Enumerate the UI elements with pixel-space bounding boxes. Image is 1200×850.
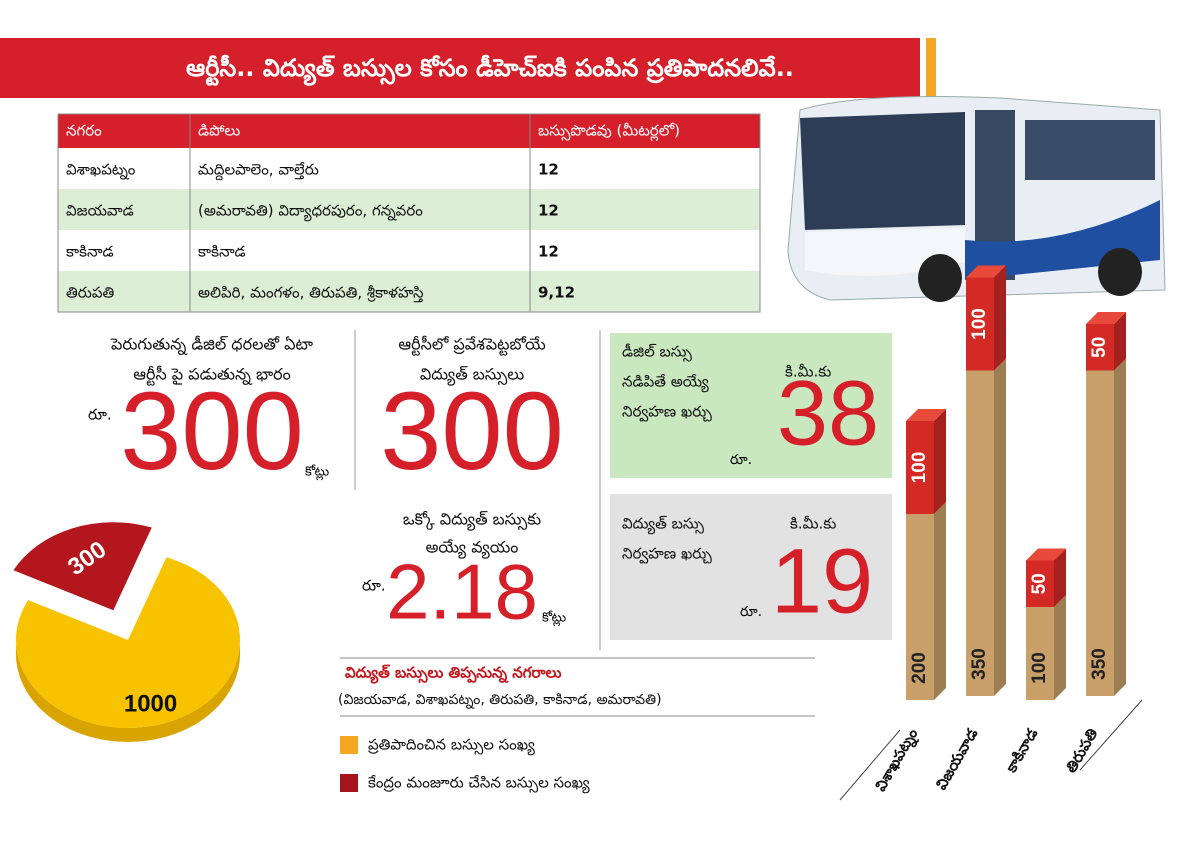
pie-slice xyxy=(13,522,152,611)
bar-side xyxy=(934,409,946,514)
bar-side xyxy=(1054,548,1066,607)
stat-unit: కోట్లు xyxy=(542,610,567,627)
cities-title: విద్యుత్ బస్సులు తిప్పనున్న నగరాలు xyxy=(345,664,561,685)
bar-side xyxy=(1114,358,1126,696)
bar-side xyxy=(1054,595,1066,700)
stat-caption: అయ్యే వ్యయం xyxy=(426,538,519,560)
table-cell: తిరుపతి xyxy=(66,284,114,302)
bar-side xyxy=(994,265,1006,371)
bar-top xyxy=(1026,548,1066,561)
table-header-cell: బస్సుపొడవు (మీటర్లలో) xyxy=(538,122,680,142)
table-cell: 12 xyxy=(538,161,559,179)
table-header-cell: డిపోలు xyxy=(198,122,240,140)
stat-currency: రూ. xyxy=(362,577,386,595)
depot-table: నగరం డిపోలు బస్సుపొడవు (మీటర్లలో) విశాఖపట్న… xyxy=(57,113,761,313)
legend: ప్రతిపాదించిన బస్సుల సంఖ్య కేంద్రం మంజూరు… xyxy=(340,736,590,794)
bar-side xyxy=(1114,312,1126,371)
table-cell: 9,12 xyxy=(538,284,575,302)
stat-caption: డీజిల్ బస్సు xyxy=(622,343,693,363)
pie-side xyxy=(16,640,240,742)
header-bar xyxy=(0,38,920,98)
table-cell: మద్దిలపాలెం, వాల్తేరు xyxy=(198,161,319,181)
stat-value: 300 xyxy=(120,370,304,493)
bar-value-label: 200 xyxy=(909,652,930,684)
bar-value-label: 50 xyxy=(1089,337,1110,358)
pie-slice xyxy=(15,557,240,729)
table-row xyxy=(58,189,760,230)
table-cell: అలిపిరి, మంగళం, తిరుపతి, శ్రీకాళహస్తి xyxy=(198,284,424,303)
stat-caption: నడిపితే అయ్యే xyxy=(622,373,709,393)
bar-value-label: 100 xyxy=(1029,652,1050,684)
bar-value-label: 50 xyxy=(1029,573,1050,594)
bar-top xyxy=(1086,312,1126,324)
legend-swatch xyxy=(340,736,358,754)
bar-segment xyxy=(1086,324,1114,371)
stat-caption: ఆర్టీసీ పై పడుతున్న భారం xyxy=(133,365,291,387)
table-cell: (అమరావతి) విద్యాధరపురం, గన్నవరం xyxy=(198,202,423,222)
bar-segment xyxy=(1026,607,1054,700)
table-header xyxy=(58,114,760,148)
legend-label: కేంద్రం మంజూరు చేసిన బస్సుల సంఖ్య xyxy=(368,774,590,794)
cities-list: (విజయవాడ, విశాఖపట్నం, తిరుపతి, కాకినాడ, … xyxy=(338,692,662,709)
category-label: విశాఖపట్నం xyxy=(871,725,923,795)
stat-per: కి.మీ.కు xyxy=(785,363,831,381)
header-accent xyxy=(926,38,936,98)
stat-unit: కోట్లు xyxy=(305,464,330,481)
stat-caption: విద్యుత్ బస్సు xyxy=(622,515,705,535)
table-row xyxy=(58,148,760,189)
bar-top xyxy=(966,265,1006,278)
bar-value-label: 350 xyxy=(1089,648,1110,680)
stat-value: 300 xyxy=(380,370,564,493)
table-cell: 12 xyxy=(538,243,559,261)
bar-segment xyxy=(906,421,934,514)
bar-top xyxy=(906,409,946,421)
stat-currency: రూ. xyxy=(88,406,112,424)
stat-value: 2.18 xyxy=(386,548,538,636)
bar-value-label: 100 xyxy=(909,452,930,484)
bar-segment xyxy=(1026,560,1054,607)
bar-side xyxy=(934,502,946,700)
electric-cost-box xyxy=(610,494,892,640)
table-cell: విశాఖపట్నం xyxy=(66,161,136,181)
stat-caption: ఆర్టీసీలో ప్రవేశపెట్టబోయే xyxy=(398,335,546,357)
bar-segment xyxy=(1086,370,1114,696)
pie-label: 1000 xyxy=(124,690,177,717)
table-cell: కాకినాడ xyxy=(198,243,246,261)
bus-illustration xyxy=(787,96,1166,302)
stat-caption: నిర్వహణ ఖర్చు xyxy=(622,403,713,423)
stat-value: 19 xyxy=(771,530,873,632)
bar-segment xyxy=(906,514,934,700)
stat-value: 38 xyxy=(777,362,879,464)
stat-currency: రూ. xyxy=(740,604,762,620)
stat-caption: ఒక్కో విద్యుత్ బస్సుకు xyxy=(403,510,541,532)
table-row xyxy=(58,271,760,312)
header-title: ఆర్టీసీ.. విద్యుత్ బస్సుల కోసం డీహెచ్ఐకి… xyxy=(186,54,794,86)
legend-label: ప్రతిపాదించిన బస్సుల సంఖ్య xyxy=(368,736,535,756)
stat-per: కి.మీ.కు xyxy=(790,515,836,533)
table-cell: కాకినాడ xyxy=(66,243,114,261)
bar-segment xyxy=(966,277,994,371)
table-border xyxy=(57,113,761,313)
table-header-cell: నగరం xyxy=(66,122,102,140)
table-cell: 12 xyxy=(538,202,559,220)
table-cell: విజయవాడ xyxy=(66,202,134,220)
table-row xyxy=(58,230,760,271)
bar-value-label: 100 xyxy=(969,308,990,340)
category-label: విజయవాడ xyxy=(932,725,981,793)
diesel-cost-box xyxy=(610,333,892,478)
category-label: కాకినాడ xyxy=(1001,725,1041,776)
bar-value-label: 350 xyxy=(969,648,990,680)
stat-caption: పెరుగుతున్న డీజిల్ ధరలతో ఏటా xyxy=(110,335,313,356)
stat-currency: రూ. xyxy=(730,452,752,468)
stat-caption: విద్యుత్ బస్సులు xyxy=(420,365,524,387)
legend-swatch xyxy=(340,774,358,792)
bar-side xyxy=(994,358,1006,696)
stat-caption: నిర్వహణ ఖర్చు xyxy=(622,545,713,565)
bar-axis xyxy=(839,699,1143,801)
bar-segment xyxy=(966,370,994,696)
